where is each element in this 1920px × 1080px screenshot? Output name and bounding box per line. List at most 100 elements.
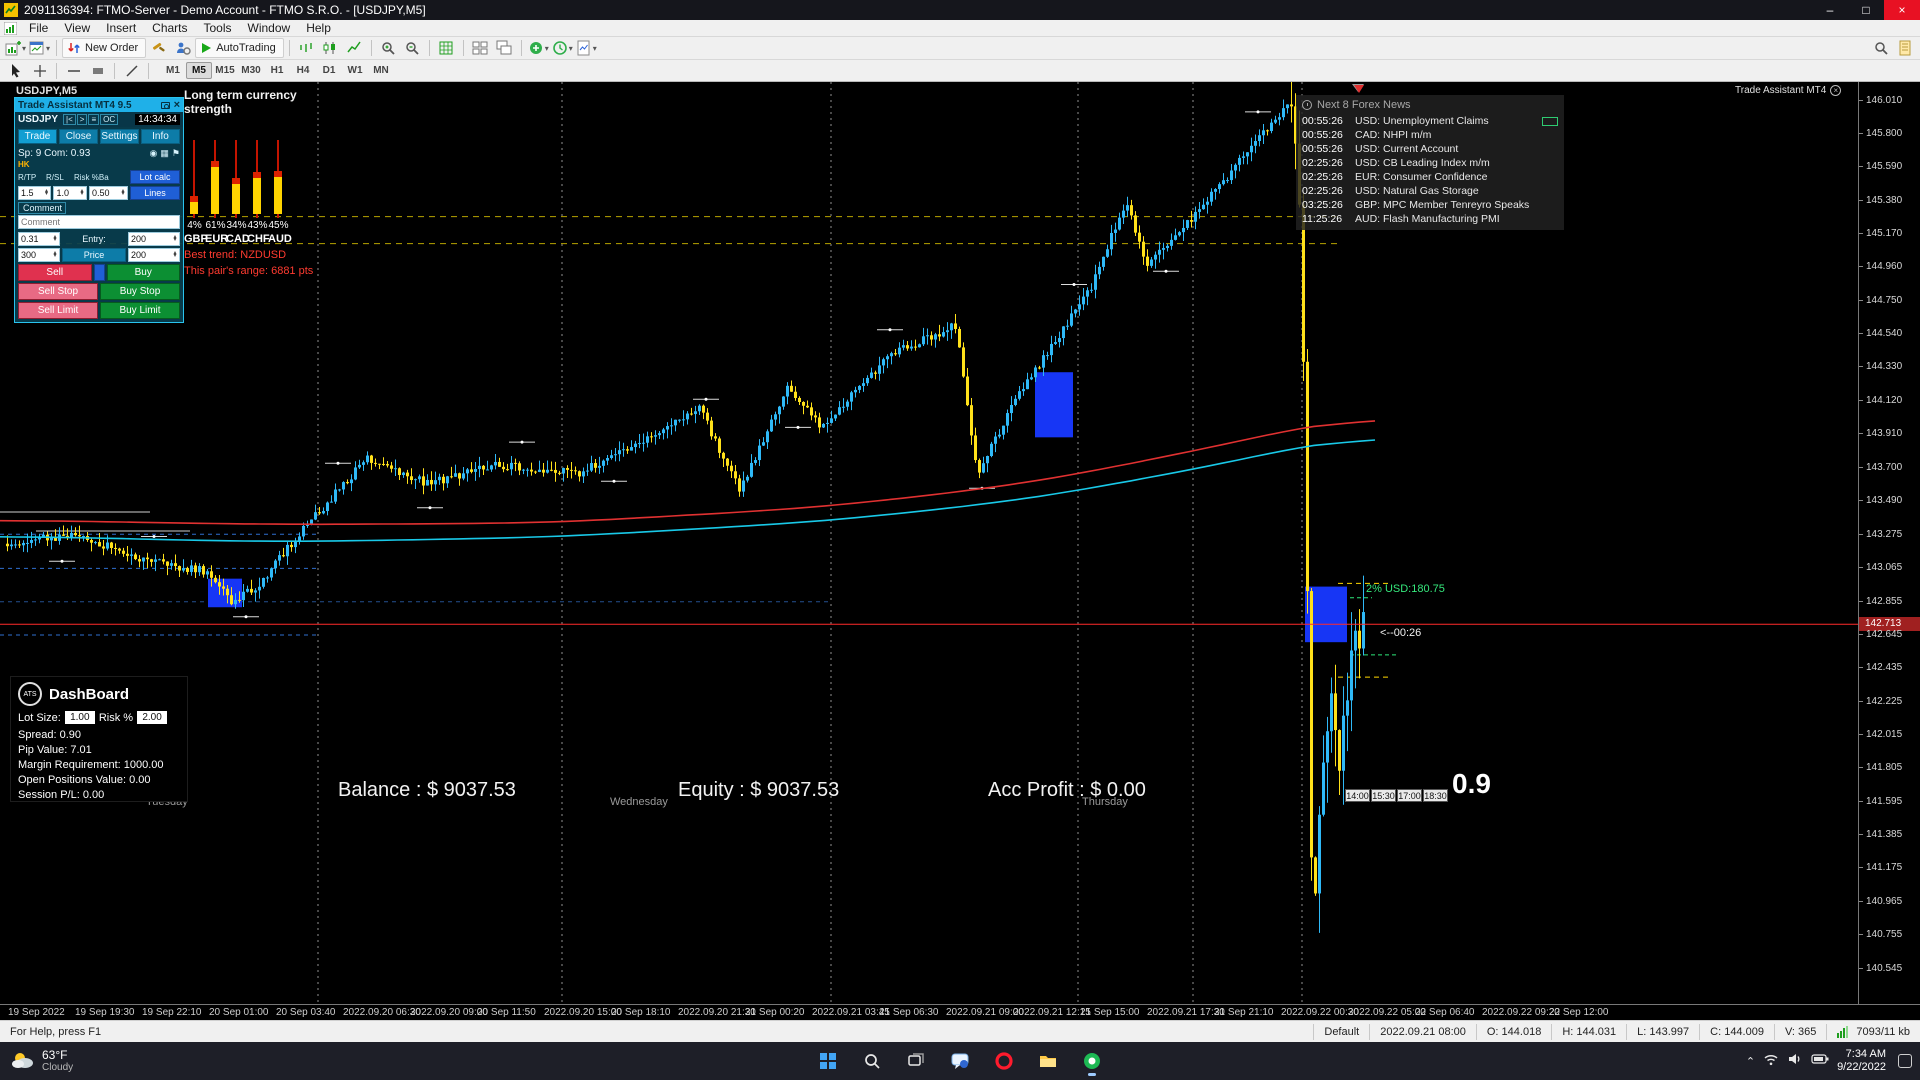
tab-info[interactable]: Info [141, 129, 180, 144]
search-icon[interactable] [855, 1045, 889, 1077]
chat-icon[interactable] [943, 1045, 977, 1077]
trade-assistant-titlebar[interactable]: Trade Assistant MT4 9.5 × [15, 98, 183, 112]
templates-icon[interactable]: ▾ [575, 38, 598, 58]
sell-button[interactable]: Sell [18, 264, 92, 281]
candlestick-chart-icon[interactable] [319, 38, 342, 58]
bar-chart-icon[interactable] [295, 38, 318, 58]
time-scale[interactable]: 19 Sep 2022 19 Sep 19:30 19 Sep 22:10 20 Se… [0, 1004, 1920, 1020]
experts-icon[interactable] [147, 38, 170, 58]
cursor-icon[interactable] [4, 61, 27, 81]
tab-close[interactable]: Close [59, 129, 98, 144]
symbol-nav-button[interactable]: > [76, 114, 88, 125]
file-explorer-icon[interactable] [1031, 1045, 1065, 1077]
value1-input[interactable]: 0.31 ▴ ▾ [18, 232, 60, 246]
timeframe-d1[interactable]: D1 [322, 65, 336, 76]
risk-percent-input[interactable]: 2.00 [137, 711, 168, 724]
lines-button[interactable]: Lines [130, 186, 180, 200]
buy-button[interactable]: Buy [106, 264, 180, 281]
tester-icon[interactable] [171, 38, 194, 58]
menu-insert[interactable]: Insert [106, 20, 137, 35]
buy-limit-button[interactable]: Buy Limit [100, 302, 180, 319]
indicators-icon[interactable]: ▾ [527, 38, 550, 58]
timeframe-w1[interactable]: W1 [347, 65, 363, 76]
price-scale[interactable]: 142.713 146.010 145.800 145.590 145.380 145.… [1858, 82, 1920, 1004]
screenshot-icon[interactable] [160, 101, 170, 109]
tray-expand-icon[interactable]: ⌃ [1745, 1055, 1756, 1068]
sell-stop-button[interactable]: Sell Stop [18, 283, 98, 300]
status-profile[interactable]: Default [1313, 1023, 1369, 1040]
tab-settings[interactable]: Settings [100, 129, 139, 144]
alert-icon[interactable]: ⚑ [171, 147, 180, 158]
symbol-nav-button[interactable]: ≡ [88, 114, 100, 125]
start-button[interactable] [811, 1045, 845, 1077]
price-label: 142.645 [1858, 629, 1903, 641]
menu-help[interactable]: Help [306, 20, 331, 35]
menu-file[interactable]: File [29, 20, 49, 35]
rect-tool-icon[interactable] [86, 61, 109, 81]
autotrading-button[interactable]: AutoTrading [195, 38, 284, 58]
timeframe-m15[interactable]: M15 [215, 65, 235, 76]
calendar-icon[interactable]: ▦ [160, 147, 169, 158]
zoom-in-icon[interactable] [377, 38, 400, 58]
value2-input[interactable]: 300 ▴ ▾ [18, 248, 60, 262]
task-view-icon[interactable] [899, 1045, 933, 1077]
comment-input[interactable] [18, 215, 180, 229]
menu-window[interactable]: Window [247, 20, 291, 35]
hline-icon[interactable] [62, 61, 85, 81]
new-chart-icon[interactable]: ▾ [4, 38, 27, 58]
menu-tools[interactable]: Tools [203, 20, 232, 35]
zoom-out-icon[interactable] [401, 38, 424, 58]
risk-input[interactable]: 0.50 ▴ ▾ [88, 186, 128, 200]
chart-canvas[interactable] [0, 82, 1858, 1004]
rsl-input[interactable]: 1.0 ▴ ▾ [53, 186, 87, 200]
timeframe-h1[interactable]: H1 [270, 65, 284, 76]
timeframe-m30[interactable]: M30 [241, 65, 261, 76]
swap-direction-button[interactable] [93, 264, 105, 281]
menu-view[interactable]: View [64, 20, 91, 35]
price-label: 141.805 [1858, 762, 1903, 774]
timeframe-m5[interactable]: M5 [186, 62, 212, 79]
price-button[interactable]: Price [62, 248, 126, 262]
battery-icon[interactable] [1811, 1052, 1829, 1070]
taskbar-clock[interactable]: 7:34 AM 9/22/2022 [1837, 1048, 1886, 1074]
minimize-button[interactable]: – [1826, 3, 1834, 17]
opera-browser-icon[interactable] [987, 1045, 1021, 1077]
eye-icon[interactable]: ◉ [149, 147, 158, 158]
maximize-button[interactable]: □ [1862, 3, 1870, 17]
periods-icon[interactable]: ▾ [551, 38, 574, 58]
buy-stop-button[interactable]: Buy Stop [100, 283, 180, 300]
price-input[interactable]: 200 ▴ ▾ [128, 248, 180, 262]
symbol-nav-button[interactable]: |< [63, 114, 76, 125]
timeframe-m1[interactable]: M1 [166, 65, 180, 76]
toolbar-separator [370, 40, 372, 56]
entry-input[interactable]: 200 ▴ ▾ [128, 232, 180, 246]
close-button[interactable]: × [1884, 0, 1920, 20]
tile-windows-icon[interactable] [469, 38, 492, 58]
script-icon[interactable] [1893, 38, 1916, 58]
trendline-icon[interactable] [120, 61, 143, 81]
sell-limit-button[interactable]: Sell Limit [18, 302, 98, 319]
wifi-icon[interactable] [1763, 1052, 1779, 1071]
symbol-nav-button[interactable]: OC [100, 114, 119, 125]
arrange-windows-icon[interactable] [493, 38, 516, 58]
profiles-icon[interactable]: ▾ [28, 38, 51, 58]
symbol-selector[interactable]: USDJPY [18, 114, 59, 125]
panel-close-icon[interactable]: × [173, 99, 180, 111]
active-app-icon[interactable] [1075, 1045, 1109, 1077]
tab-trade[interactable]: Trade [18, 129, 57, 144]
notification-icon[interactable] [1898, 1054, 1912, 1068]
menu-charts[interactable]: Charts [152, 20, 188, 35]
indicator-close-icon[interactable]: × [1830, 85, 1842, 96]
lot-size-input[interactable]: 1.00 [64, 711, 95, 724]
timeframe-mn[interactable]: MN [373, 65, 389, 76]
lot-calc-button[interactable]: Lot calc [130, 170, 180, 184]
volume-icon[interactable] [1787, 1052, 1803, 1071]
crosshair-icon[interactable] [28, 61, 51, 81]
grid-icon[interactable] [435, 38, 458, 58]
new-order-button[interactable]: New Order [62, 38, 147, 58]
line-chart-icon[interactable] [343, 38, 366, 58]
rtp-input[interactable]: 1.5 ▴ ▾ [18, 186, 52, 200]
weather-widget[interactable]: 63°F Cloudy [0, 1049, 230, 1073]
search-icon[interactable] [1869, 38, 1892, 58]
timeframe-h4[interactable]: H4 [296, 65, 310, 76]
